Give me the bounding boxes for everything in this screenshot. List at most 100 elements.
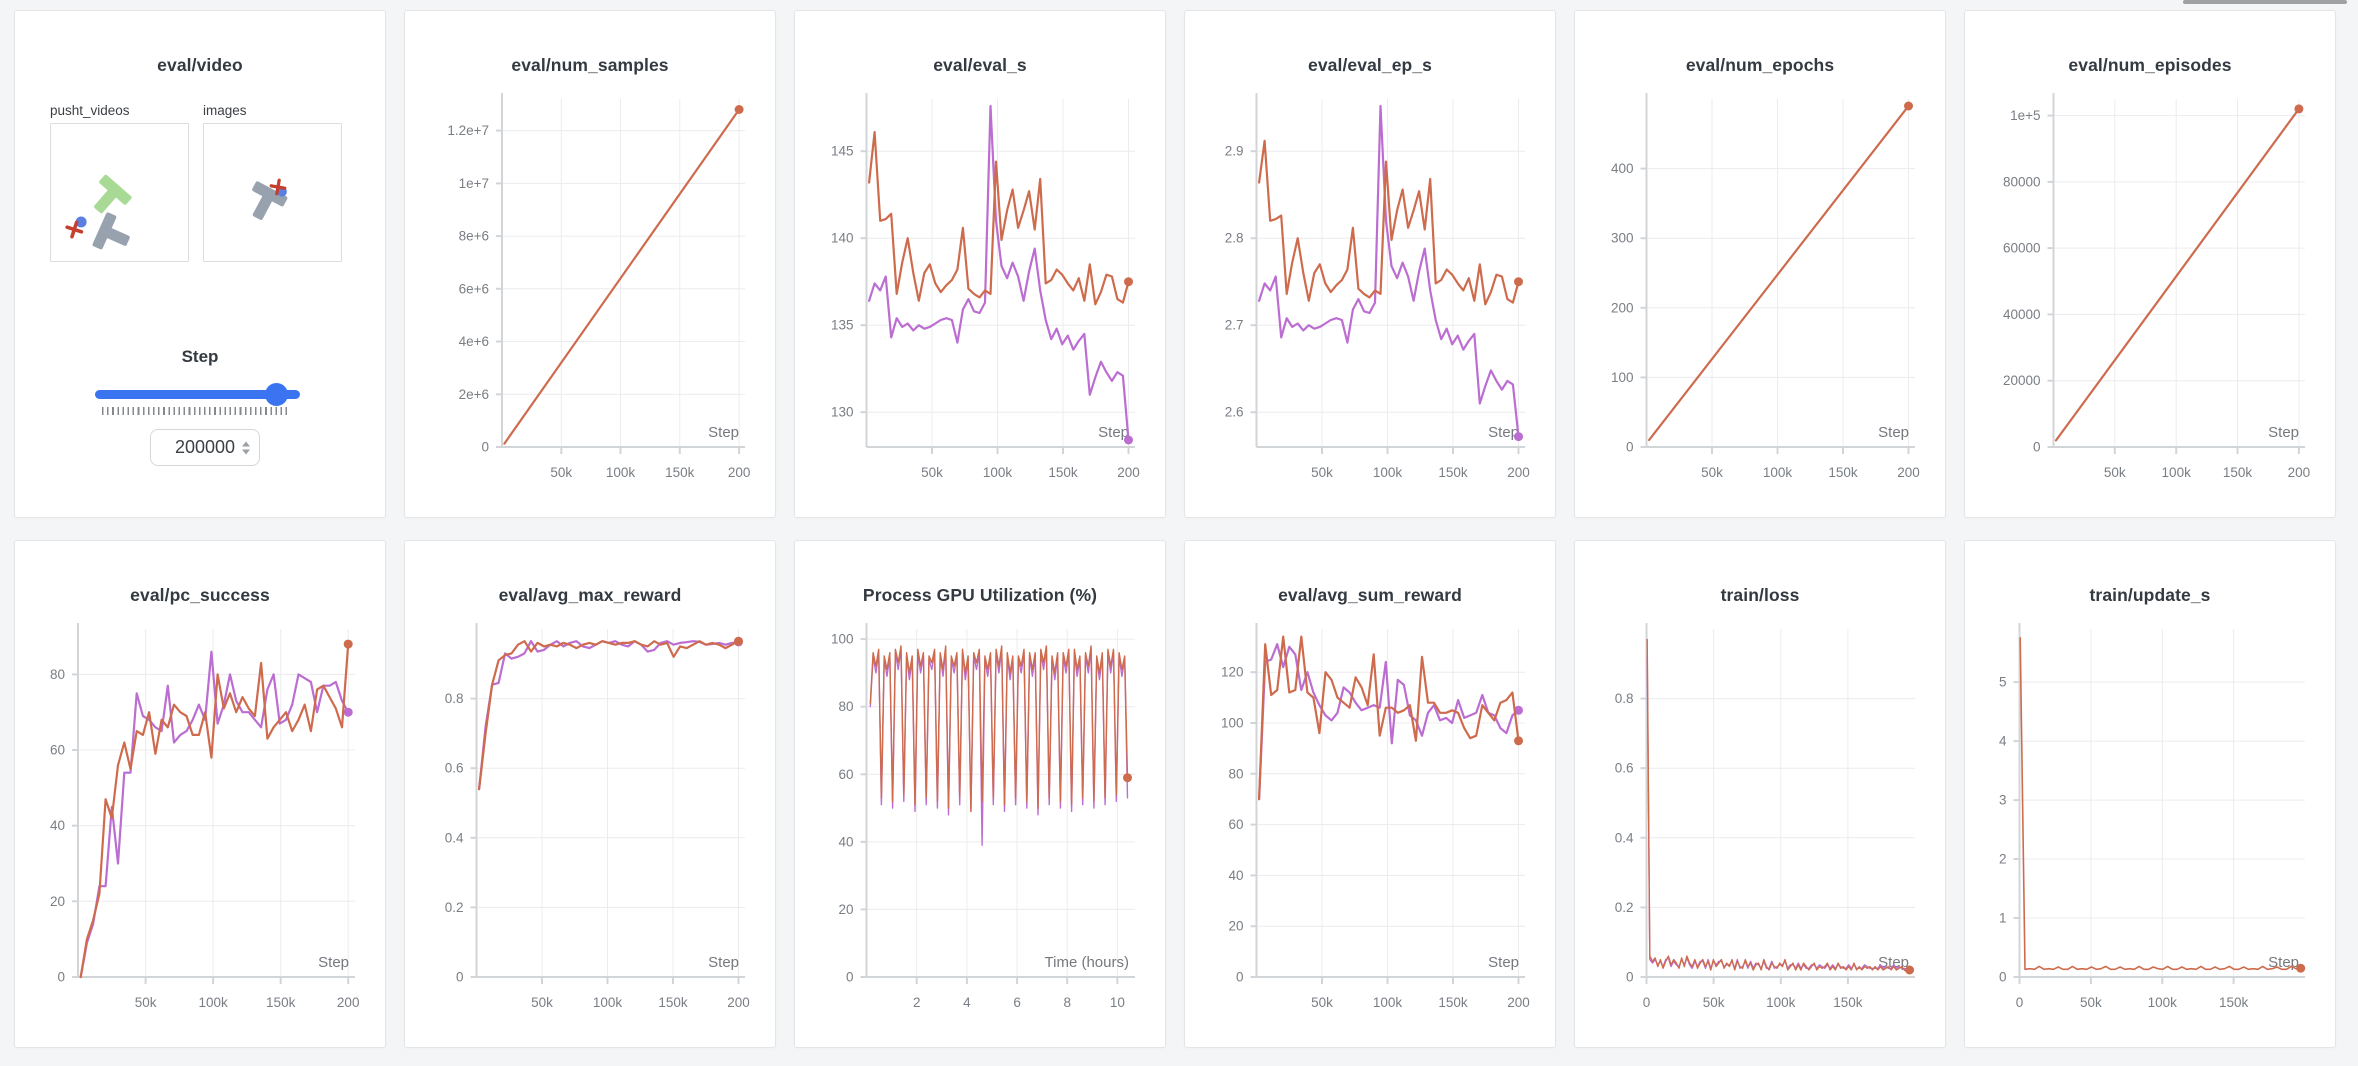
x-tick-label: 200 bbox=[1117, 465, 1140, 480]
step-slider-thumb[interactable] bbox=[265, 383, 288, 406]
step-number-input[interactable]: 200000 bbox=[150, 429, 260, 466]
y-tick-label: 200 bbox=[1611, 300, 1634, 315]
y-tick-label: 2 bbox=[1999, 852, 2007, 867]
panel-eval-num-samples: eval/num_samples 0 2e+6 4e+6 6e+6 8e+6 1e+7 1.… bbox=[404, 10, 776, 518]
series-orange-run bbox=[1647, 104, 1910, 442]
x-tick-label: 200 bbox=[1507, 995, 1530, 1010]
chart-title: eval/num_episodes bbox=[2068, 55, 2232, 75]
images-thumbnail[interactable] bbox=[203, 123, 342, 262]
x-tick-label: 150k bbox=[266, 995, 296, 1010]
panel-eval-num-episodes: eval/num_episodes 0 20000 40000 60000 80000 1… bbox=[1964, 10, 2336, 518]
y-tick-label: 0 bbox=[2033, 440, 2041, 455]
chart-process-gpu-utilization[interactable]: 0 20 40 60 80 100 2 4 6 8 10 Time (hours) bbox=[795, 611, 1165, 1031]
x-tick-label: 100k bbox=[1373, 995, 1403, 1010]
chart-eval-num-episodes[interactable]: 0 20000 40000 60000 80000 1e+5 50k 100k 150k 200 S… bbox=[1965, 81, 2335, 501]
gray-t-block bbox=[92, 212, 130, 250]
chart-title: eval/eval_s bbox=[933, 55, 1027, 75]
y-tick-label: 80 bbox=[1228, 766, 1243, 781]
y-tick-label: 0.4 bbox=[445, 830, 464, 845]
number-stepper[interactable] bbox=[242, 441, 250, 454]
end-dot-orange-run bbox=[2294, 104, 2304, 114]
chart-title: Process GPU Utilization (%) bbox=[862, 585, 1098, 605]
x-tick-label: 200 bbox=[728, 465, 751, 480]
end-dot-orange-run bbox=[1123, 773, 1132, 783]
y-tick-label: 40 bbox=[50, 818, 65, 833]
chart-title: eval/avg_sum_reward bbox=[1278, 585, 1462, 605]
series-orange-run bbox=[1257, 139, 1520, 306]
chart-eval-eval-ep-s[interactable]: 2.6 2.7 2.8 2.9 50k 100k 150k 200 Step bbox=[1185, 81, 1555, 501]
x-tick-label: 200 bbox=[337, 995, 360, 1010]
chart-eval-avg-sum-reward[interactable]: 0 20 40 60 80 100 120 50k 100k 150k 200 Step bbox=[1185, 611, 1555, 1031]
panel-eval-pc-success: eval/pc_success 0 20 40 60 80 50k 100k 150k 200 S… bbox=[14, 540, 386, 1048]
x-tick-label: 100k bbox=[1763, 465, 1793, 480]
series-orange-run bbox=[869, 645, 1129, 813]
x-tick-label: 150k bbox=[665, 465, 695, 480]
x-tick-label: 100k bbox=[1373, 465, 1403, 480]
x-tick-label: 150k bbox=[1048, 465, 1078, 480]
end-dot-orange-run bbox=[343, 639, 353, 649]
panel-eval-avg-sum-reward: eval/avg_sum_reward 0 20 40 60 80 100 120 50k 10… bbox=[1184, 540, 1556, 1048]
x-tick-label: 50k bbox=[921, 465, 943, 480]
series-orange-run bbox=[1646, 638, 1911, 973]
series-purple-run bbox=[1257, 643, 1520, 801]
panel-process-gpu-utilization: Process GPU Utilization (%) 0 20 40 60 80 100… bbox=[794, 540, 1166, 1048]
x-tick-label: 100k bbox=[198, 995, 228, 1010]
end-dot-orange-run bbox=[1514, 277, 1523, 287]
horizontal-scrollbar-thumb[interactable] bbox=[2183, 0, 2347, 4]
y-tick-label: 0.6 bbox=[445, 761, 464, 776]
panel-train-update-s: train/update_s 0 1 2 3 4 5 0 50k 100k 150k Step bbox=[1964, 540, 2336, 1048]
x-tick-label: 200 bbox=[2288, 465, 2311, 480]
step-value: 200000 bbox=[174, 437, 236, 457]
series-purple-run bbox=[869, 648, 1129, 846]
y-tick-label: 20 bbox=[838, 902, 853, 917]
agent-dot bbox=[75, 216, 87, 228]
pusht-video-thumbnail[interactable] bbox=[50, 123, 189, 262]
chevron-up-icon[interactable] bbox=[242, 441, 250, 446]
x-tick-label: 150k bbox=[2223, 465, 2253, 480]
y-tick-label: 60 bbox=[1228, 817, 1243, 832]
panel-eval-video: eval/video pusht_videos images bbox=[14, 10, 386, 518]
x-axis-label: Step bbox=[708, 424, 739, 441]
step-slider-track[interactable] bbox=[95, 390, 300, 399]
x-tick-label: 150k bbox=[1438, 465, 1468, 480]
target-cross-icon bbox=[65, 220, 84, 239]
chart-eval-num-epochs[interactable]: 0 100 200 300 400 50k 100k 150k 200 Step bbox=[1575, 81, 1945, 501]
series-orange-run bbox=[503, 108, 741, 445]
chart-eval-num-samples[interactable]: 0 2e+6 4e+6 6e+6 8e+6 1e+7 1.2e+7 50k 100k 150k 20… bbox=[405, 81, 775, 501]
chevron-down-icon[interactable] bbox=[242, 449, 250, 454]
x-tick-label: 150k bbox=[1833, 995, 1863, 1010]
series-purple-run bbox=[867, 104, 1130, 442]
y-tick-label: 2.6 bbox=[1225, 405, 1244, 420]
chart-title: eval/num_samples bbox=[511, 55, 669, 75]
green-t-block bbox=[94, 174, 132, 214]
y-tick-label: 0.8 bbox=[445, 691, 464, 706]
end-dot-orange-run bbox=[734, 105, 744, 114]
end-dot-orange-run bbox=[734, 636, 743, 646]
thumbnail-label-pusht-videos: pusht_videos bbox=[50, 103, 130, 118]
y-tick-label: 20 bbox=[50, 894, 65, 909]
end-dot-orange-run bbox=[2296, 963, 2306, 973]
chart-eval-pc-success[interactable]: 0 20 40 60 80 50k 100k 150k 200 Step bbox=[15, 611, 385, 1031]
y-tick-label: 1e+7 bbox=[459, 176, 489, 191]
chart-title: eval/eval_ep_s bbox=[1307, 55, 1432, 75]
y-tick-label: 2.8 bbox=[1225, 231, 1244, 246]
y-tick-label: 80 bbox=[838, 699, 853, 714]
chart-eval-eval-s[interactable]: 130 135 140 145 50k 100k 150k 200 Step bbox=[795, 81, 1165, 501]
y-tick-label: 20 bbox=[1228, 919, 1243, 934]
y-tick-label: 4 bbox=[1999, 734, 2007, 749]
y-tick-label: 100 bbox=[831, 632, 854, 647]
series-purple-run bbox=[1257, 104, 1520, 438]
series-purple-run bbox=[477, 640, 740, 791]
y-tick-label: 2.9 bbox=[1225, 144, 1244, 159]
gray-t-block bbox=[252, 181, 288, 220]
y-tick-label: 400 bbox=[1611, 161, 1634, 176]
chart-eval-avg-max-reward[interactable]: 0 0.2 0.4 0.6 0.8 50k 100k 150k 200 Step bbox=[405, 611, 775, 1031]
x-tick-label: 150k bbox=[658, 995, 688, 1010]
y-tick-label: 60 bbox=[838, 767, 853, 782]
y-tick-label: 80000 bbox=[2003, 174, 2041, 189]
y-tick-label: 0 bbox=[1626, 440, 1634, 455]
chart-title: train/loss bbox=[1720, 585, 1800, 605]
series-purple-run bbox=[79, 650, 350, 979]
